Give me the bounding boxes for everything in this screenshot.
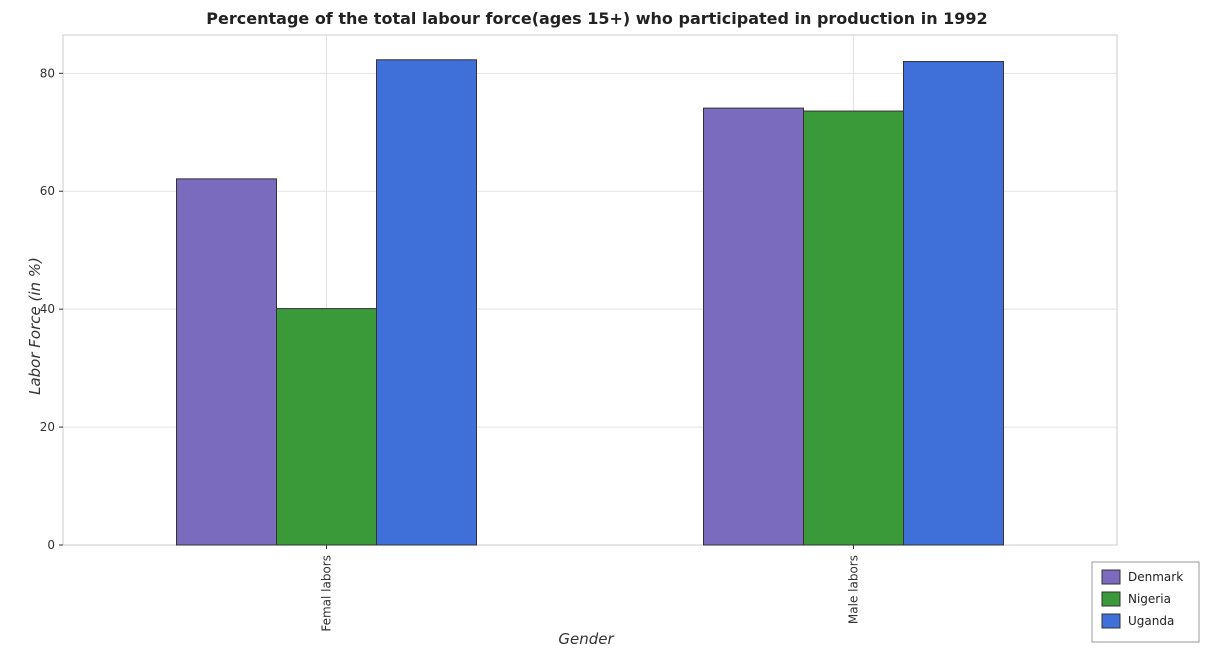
plot-frame [62,34,1118,546]
bar-uganda-female [376,59,477,546]
y-tick-label: 40 [40,302,55,316]
bar-denmark-female [176,178,277,546]
bar-denmark-male [703,107,804,546]
legend-swatch-uganda [1101,613,1121,629]
x-tick-label: Male labors [847,555,861,624]
bar-uganda-male [903,61,1004,546]
y-tick-label: 20 [40,420,55,434]
legend-swatch-denmark [1101,569,1121,585]
x-tick-label: Femal labors [320,555,334,632]
y-axis-label: Labor Force (in %) [26,257,44,395]
bar-nigeria-female [276,308,377,546]
legend-label-uganda: Uganda [1128,614,1174,628]
legend-label-denmark: Denmark [1128,570,1183,584]
y-tick-label: 60 [40,184,55,198]
legend: Denmark Nigeria Uganda [1091,561,1200,643]
x-axis-label: Gender [558,630,614,648]
y-tick-label: 0 [47,538,55,552]
bar-nigeria-male [803,110,904,546]
y-tick-label: 80 [40,66,55,80]
legend-label-nigeria: Nigeria [1128,592,1171,606]
chart-title: Percentage of the total labour force(age… [206,9,987,28]
legend-swatch-nigeria [1101,591,1121,607]
plot-area: 0 20 40 60 80 Femal labors Male labors [40,34,1118,632]
